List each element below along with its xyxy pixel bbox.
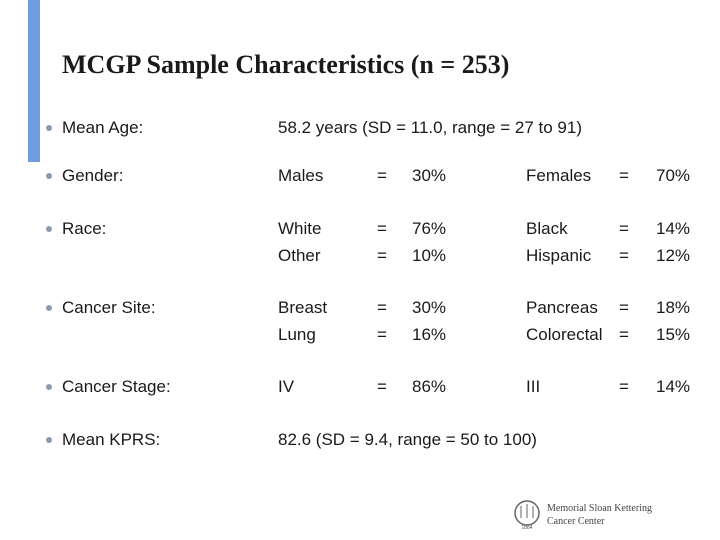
cell: 18%	[656, 298, 691, 317]
cell: 76%	[412, 219, 447, 238]
cell: =	[619, 166, 629, 185]
cell: 16%	[412, 325, 447, 344]
item-label: Mean Age:	[62, 118, 144, 137]
slide-title: MCGP Sample Characteristics (n = 253)	[62, 50, 510, 79]
bullet	[46, 173, 52, 179]
cell: 15%	[656, 325, 691, 344]
cell: Black	[526, 219, 568, 238]
item-label: Cancer Site:	[62, 298, 156, 317]
bullet	[46, 125, 52, 131]
item-text: 82.6 (SD = 9.4, range = 50 to 100)	[278, 430, 537, 449]
cell: Pancreas	[526, 298, 598, 317]
bullet	[46, 226, 52, 232]
logo-text: Cancer Center	[547, 516, 605, 527]
cell: =	[619, 219, 629, 238]
cell: =	[377, 377, 387, 396]
cell: 14%	[656, 377, 691, 396]
cell: Other	[278, 246, 321, 265]
accent-bar	[28, 0, 40, 162]
item-label: Mean KPRS:	[62, 430, 161, 449]
cell: White	[278, 219, 322, 238]
logo-year: 1884	[521, 525, 532, 531]
cell: =	[619, 325, 629, 344]
cell: Colorectal	[526, 325, 603, 344]
bullet	[46, 305, 52, 311]
item-label: Cancer Stage:	[62, 377, 171, 396]
logo-text: Memorial Sloan Kettering	[547, 503, 652, 514]
cell: =	[619, 246, 629, 265]
cell: =	[377, 325, 387, 344]
cell: III	[526, 377, 541, 396]
cell: =	[377, 298, 387, 317]
cell: =	[377, 166, 387, 185]
logo-icon: 1884	[514, 500, 540, 531]
bullet	[46, 384, 52, 390]
cell: Breast	[278, 298, 328, 317]
cell: Hispanic	[526, 246, 592, 265]
cell: Males	[278, 166, 324, 185]
item-label: Gender:	[62, 166, 124, 185]
cell: Lung	[278, 325, 316, 344]
cell: 30%	[412, 166, 447, 185]
item-text: 58.2 years (SD = 11.0, range = 27 to 91)	[278, 118, 582, 137]
cell: =	[619, 298, 629, 317]
cell: 86%	[412, 377, 447, 396]
cell: 12%	[656, 246, 691, 265]
cell: Females	[526, 166, 592, 185]
cell: =	[377, 246, 387, 265]
cell: 30%	[412, 298, 447, 317]
cell: IV	[278, 377, 295, 396]
cell: 10%	[412, 246, 447, 265]
bullet	[46, 437, 52, 443]
cell: 70%	[656, 166, 691, 185]
cell: 14%	[656, 219, 691, 238]
item-label: Race:	[62, 219, 107, 238]
cell: =	[377, 219, 387, 238]
cell: =	[619, 377, 629, 396]
